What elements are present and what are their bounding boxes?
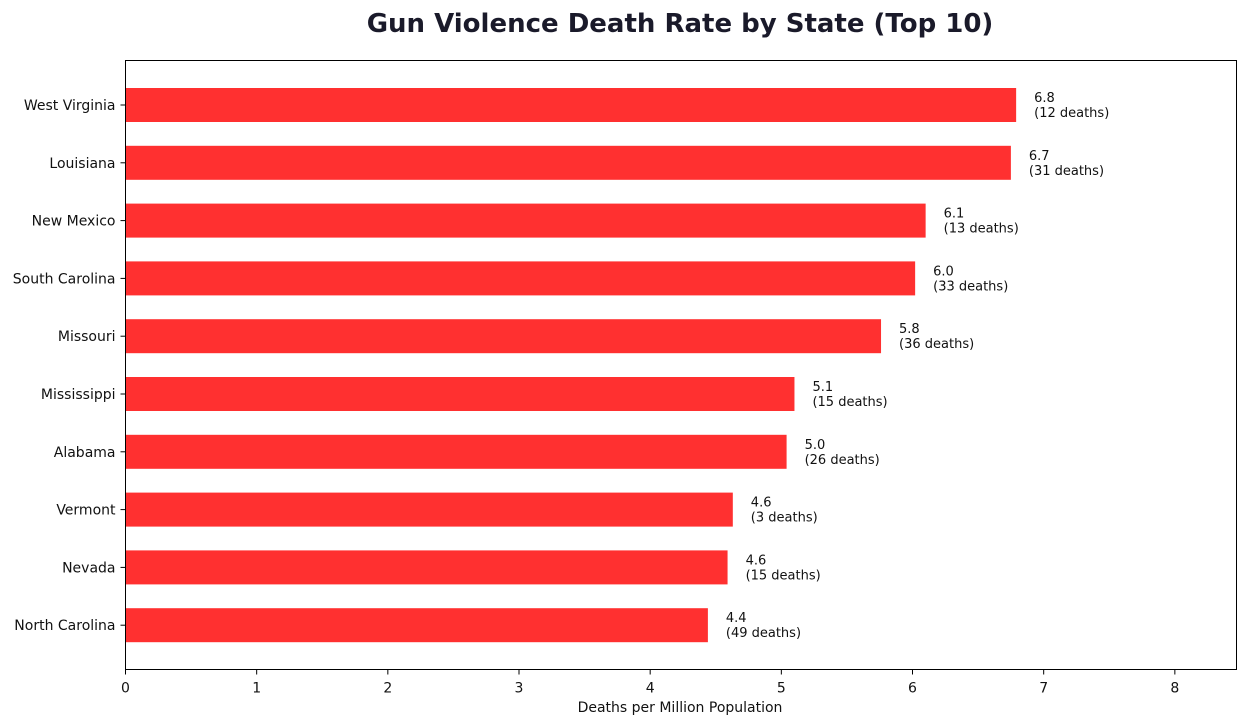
x-tick-label: 2: [383, 681, 392, 697]
y-tick-label: Nevada: [62, 560, 115, 576]
x-tick-label: 3: [515, 681, 524, 697]
plot-frame: [125, 60, 1237, 670]
bar-value-label: 6.7: [1029, 149, 1050, 164]
y-tick-label: Mississippi: [41, 387, 116, 403]
bar: [125, 492, 733, 527]
bar-deaths-label: (31 deaths): [1029, 164, 1104, 179]
bar: [125, 261, 916, 296]
bar: [125, 608, 708, 643]
bar: [125, 434, 787, 469]
bar-value-label: 4.6: [751, 496, 772, 511]
bar-deaths-label: (26 deaths): [805, 453, 880, 468]
bar-deaths-label: (13 deaths): [944, 222, 1019, 237]
value-labels-layer: 6.8(12 deaths) 6.7(31 deaths) 6.1(13 death…: [726, 91, 1109, 641]
bar-value-label: 5.1: [812, 380, 833, 395]
x-tick-label: 8: [1170, 681, 1179, 697]
bar: [125, 377, 795, 411]
bar-deaths-label: (15 deaths): [812, 395, 887, 410]
bar-deaths-label: (49 deaths): [726, 626, 801, 641]
x-tick-label: 5: [777, 681, 786, 697]
y-tick-label: Missouri: [58, 329, 116, 345]
x-tick-label: 7: [1039, 681, 1048, 697]
y-tick-label: Vermont: [56, 503, 116, 519]
bar-value-label: 6.8: [1034, 91, 1055, 106]
y-tick-label: South Carolina: [13, 271, 116, 287]
x-tick-label: 6: [908, 681, 917, 697]
y-tick-label: North Carolina: [14, 618, 115, 634]
bar: [125, 319, 882, 354]
x-tick-label: 4: [646, 681, 655, 697]
bar: [125, 145, 1011, 180]
bar: [125, 550, 728, 585]
bars-layer: [125, 88, 1017, 643]
x-axis-label: Deaths per Million Population: [578, 700, 783, 716]
bar-value-label: 6.0: [933, 264, 954, 279]
bar: [125, 88, 1017, 122]
x-tick-label: 0: [121, 681, 130, 697]
y-tick-label: Louisiana: [49, 156, 115, 172]
bar-value-label: 6.1: [944, 207, 965, 222]
y-tick-label: Alabama: [54, 445, 116, 461]
bar-deaths-label: (33 deaths): [933, 279, 1008, 294]
bar-value-label: 5.0: [805, 438, 826, 453]
y-tick-label: New Mexico: [32, 214, 116, 230]
bar-deaths-label: (12 deaths): [1034, 106, 1109, 121]
bar-deaths-label: (3 deaths): [751, 511, 818, 526]
bar: [125, 203, 926, 238]
x-axis: 0 1 2 3 4 5 6 7 8: [121, 669, 1179, 697]
y-tick-label: West Virginia: [24, 98, 116, 114]
x-tick-label: 1: [252, 681, 261, 697]
bar-value-label: 4.6: [746, 553, 767, 568]
y-axis: West Virginia Louisiana New Mexico South Ca…: [13, 98, 126, 634]
bar-deaths-label: (36 deaths): [899, 337, 974, 352]
bar-deaths-label: (15 deaths): [746, 568, 821, 583]
chart-title: Gun Violence Death Rate by State (Top 10…: [367, 9, 994, 39]
bar-value-label: 5.8: [899, 322, 920, 337]
bar-value-label: 4.4: [726, 611, 747, 626]
